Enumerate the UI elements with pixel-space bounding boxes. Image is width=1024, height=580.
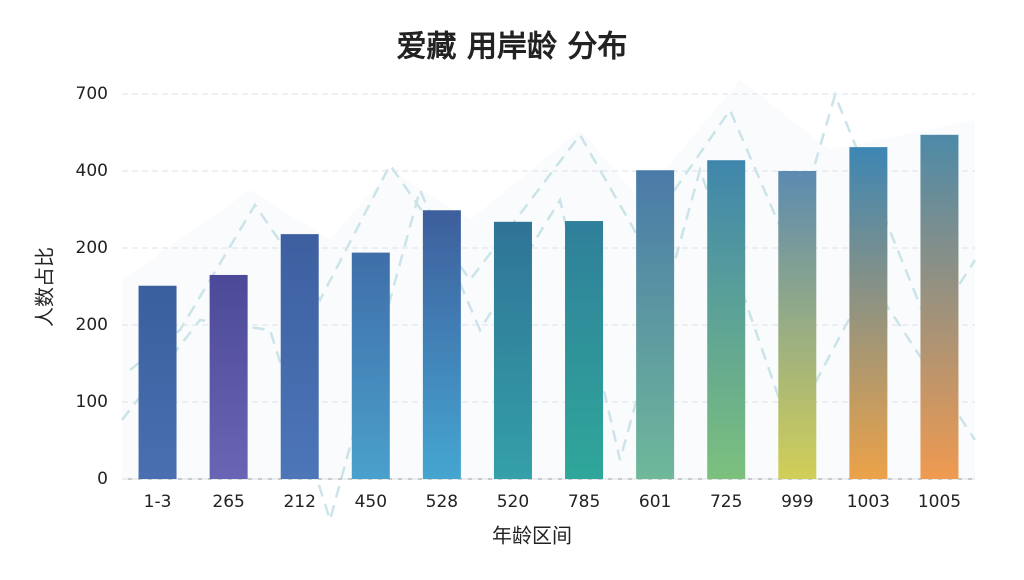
x-tick-label: 1005	[918, 492, 961, 512]
bar	[849, 147, 888, 479]
bar	[493, 221, 532, 479]
bar	[707, 160, 746, 479]
bar	[778, 171, 817, 479]
x-tick-label: 785	[568, 492, 600, 512]
x-tick-label: 725	[710, 492, 742, 512]
y-axis-label: 人数占比	[33, 247, 57, 327]
bar	[422, 210, 461, 479]
x-tick-label: 212	[283, 492, 315, 512]
x-tick-label: 601	[639, 492, 671, 512]
y-tick-label: 200	[76, 315, 108, 335]
x-tick-label: 520	[497, 492, 529, 512]
background-decoration	[121, 80, 977, 525]
y-tick-label: 100	[76, 392, 108, 412]
bar	[209, 274, 248, 479]
y-tick-label: 0	[97, 469, 108, 489]
bar	[280, 234, 319, 479]
x-tick-label: 1-3	[144, 492, 172, 512]
bar	[138, 285, 177, 479]
bar	[920, 134, 959, 479]
x-tick-label: 265	[212, 492, 244, 512]
chart-title: 爱藏 用岸龄 分布	[397, 30, 628, 65]
bar	[351, 252, 390, 479]
bar	[565, 221, 604, 480]
x-axis-label: 年龄区间	[492, 524, 572, 548]
x-tick-label: 450	[355, 492, 387, 512]
y-tick-label: 200	[76, 238, 108, 258]
y-tick-label: 700	[76, 84, 108, 104]
x-tick-label: 999	[781, 492, 813, 512]
y-tick-label: 400	[76, 161, 108, 181]
x-tick-label: 528	[426, 492, 458, 512]
bar	[636, 170, 675, 480]
x-tick-label: 1003	[847, 492, 890, 512]
